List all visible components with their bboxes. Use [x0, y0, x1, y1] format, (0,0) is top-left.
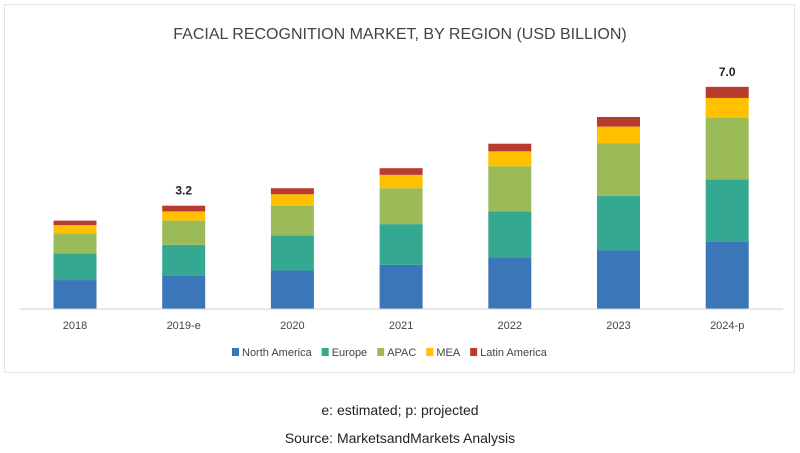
x-tick-label: 2021	[389, 320, 413, 332]
bar-segment-latin-america-2022	[488, 143, 532, 152]
legend-swatch	[377, 348, 385, 356]
bar-segment-apac-2019-e	[162, 220, 206, 245]
bar-segment-europe-2020	[270, 235, 314, 271]
x-tick-label: 2023	[606, 320, 630, 332]
stacked-bar-chart: FACIAL RECOGNITION MARKET, BY REGION (US…	[20, 26, 783, 359]
x-tick-label: 2024-p	[710, 320, 744, 332]
bar-segment-europe-2019-e	[162, 244, 206, 276]
bar-segment-apac-2022	[488, 166, 532, 212]
bar-segment-north-america-2018	[53, 280, 97, 309]
x-tick-label: 2018	[63, 320, 87, 332]
legend-swatch	[426, 348, 434, 356]
bar-segment-apac-2020	[270, 205, 314, 236]
bar-segment-north-america-2022	[488, 257, 532, 309]
bar-segment-mea-2023	[597, 126, 640, 144]
bar-segment-mea-2024-p	[705, 97, 749, 118]
bar-segment-latin-america-2020	[270, 188, 314, 195]
bar-segment-mea-2019-e	[162, 211, 206, 221]
footnote-estimated-projected: e: estimated; p: projected	[321, 402, 479, 418]
legend-swatch	[232, 348, 239, 356]
bar-segment-mea-2018	[53, 225, 97, 234]
bar-segment-europe-2018	[53, 253, 97, 281]
bar-segment-north-america-2024-p	[705, 241, 749, 309]
legend-label: APAC	[387, 347, 416, 359]
bar-segment-apac-2023	[597, 143, 640, 196]
bar-segment-north-america-2019-e	[162, 275, 206, 309]
bar-segment-mea-2021	[379, 174, 423, 189]
total-data-label: 7.0	[719, 65, 736, 79]
bar-segment-latin-america-2023	[597, 117, 640, 127]
bar-segment-latin-america-2024-p	[705, 86, 749, 98]
bar-segment-mea-2022	[488, 151, 532, 167]
bar-segment-mea-2020	[270, 194, 314, 206]
bar-segment-north-america-2020	[270, 270, 314, 309]
bar-segment-europe-2023	[597, 195, 640, 251]
x-tick-label: 2020	[280, 320, 304, 332]
bar-segment-europe-2024-p	[705, 179, 749, 242]
source-note: Source: MarketsandMarkets Analysis	[284, 430, 516, 446]
chart-title: FACIAL RECOGNITION MARKET, BY REGION (US…	[173, 26, 626, 43]
bar-segment-latin-america-2018	[53, 220, 97, 226]
x-tick-label: 2022	[498, 320, 522, 332]
legend-swatch	[321, 348, 329, 356]
legend-label: North America	[242, 347, 313, 359]
bar-segment-apac-2021	[379, 188, 423, 225]
bar-segment-north-america-2023	[597, 250, 640, 309]
bar-segment-latin-america-2019-e	[162, 205, 206, 212]
legend-label: Latin America	[480, 347, 548, 359]
bar-segment-latin-america-2021	[379, 168, 423, 175]
chart-frame	[4, 4, 795, 373]
x-tick-label: 2019-e	[167, 320, 201, 332]
legend-label: MEA	[436, 347, 461, 359]
bar-segment-europe-2021	[379, 224, 423, 265]
bar-segment-europe-2022	[488, 211, 532, 258]
bar-segment-apac-2024-p	[705, 117, 749, 180]
bar-segment-north-america-2021	[379, 264, 423, 309]
bar-segment-apac-2018	[53, 233, 97, 254]
legend-swatch	[470, 348, 478, 356]
legend-label: Europe	[332, 347, 367, 359]
total-data-label: 3.2	[175, 184, 192, 198]
